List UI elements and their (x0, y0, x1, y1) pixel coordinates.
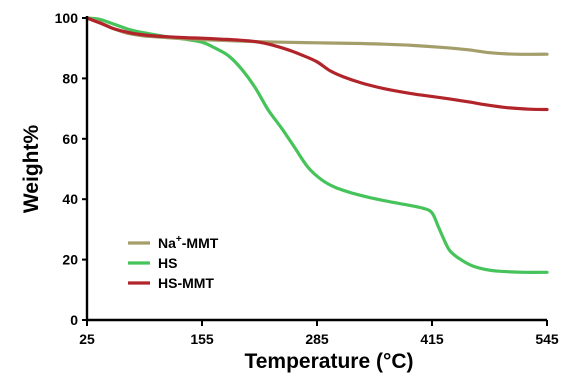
x-axis-title: Temperature (°C) (244, 350, 413, 373)
x-tick-label: 285 (305, 331, 329, 347)
series-line-hs-mmt (85, 16, 549, 112)
series-line-hs (85, 16, 549, 274)
ticks-layer: 0 20 40 60 80 100 25 155 285 415 545 (55, 10, 559, 347)
y-tick-label: 80 (62, 70, 78, 86)
x-tick-label: 545 (535, 331, 559, 347)
y-tick-label: 100 (55, 10, 79, 26)
series-layer (85, 16, 549, 274)
legend: Na+-MMT HS HS-MMT (128, 234, 219, 291)
x-tick-label: 25 (79, 331, 95, 347)
y-tick-label: 0 (70, 312, 78, 328)
legend-label-superscript: + (176, 234, 182, 245)
y-axis-title: Weight% (20, 125, 43, 214)
y-tick-label: 60 (62, 131, 78, 147)
y-tick-label: 20 (62, 252, 78, 268)
legend-label-base: Na (158, 235, 176, 251)
legend-label-hs: HS (158, 255, 177, 271)
legend-label-rest: -MMT (182, 235, 219, 251)
x-tick-label: 155 (190, 331, 214, 347)
legend-label-hs-mmt: HS-MMT (158, 275, 214, 291)
x-tick-label: 415 (420, 331, 444, 347)
y-tick-label: 40 (62, 191, 78, 207)
legend-label-na-mmt: Na+-MMT (158, 234, 219, 251)
